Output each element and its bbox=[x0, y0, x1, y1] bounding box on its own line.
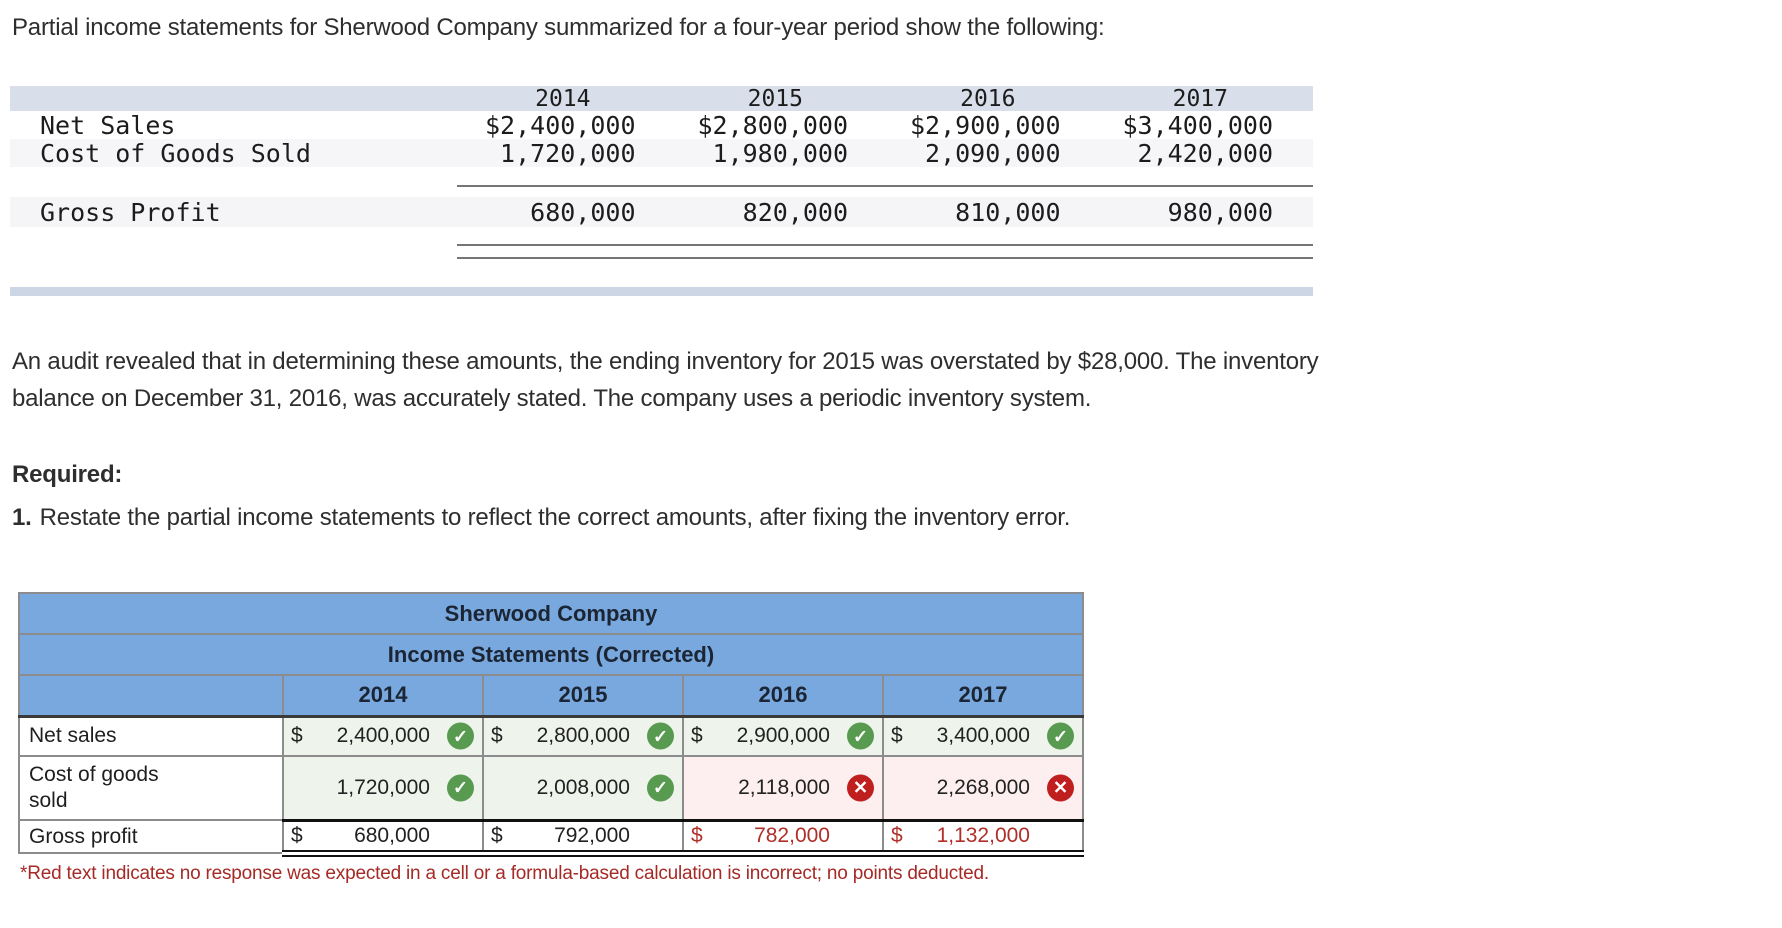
corrected-gross-profit-row: Gross profit $ 680,000 $ 792,000 $ 782,0… bbox=[18, 818, 1084, 857]
given-year-2016: 2016 bbox=[960, 86, 1016, 112]
cogs-2015-value: 2,008,000 bbox=[536, 775, 630, 799]
cross-icon: ✕ bbox=[1047, 774, 1074, 802]
given-cogs-label: Cost of Goods Sold bbox=[40, 139, 311, 168]
net-sales-2017-value: 3,400,000 bbox=[936, 724, 1030, 748]
given-gross-profit-row: Gross Profit 680,000 820,000 810,000 980… bbox=[10, 197, 1313, 227]
given-net-sales-2017: $3,400,000 bbox=[1122, 111, 1273, 140]
net-sales-2016-value: 2,900,000 bbox=[736, 724, 830, 748]
corrected-net-sales-row: Net sales $ 2,400,000 ✓ $ 2,800,000 ✓ $ … bbox=[18, 715, 1084, 757]
check-icon: ✓ bbox=[447, 774, 474, 802]
currency-symbol: $ bbox=[291, 823, 303, 847]
required-heading: Required: bbox=[12, 461, 123, 488]
gross-profit-2014-value: 680,000 bbox=[354, 823, 430, 847]
corrected-year-2017: 2017 bbox=[882, 674, 1084, 718]
given-year-2014: 2014 bbox=[535, 86, 591, 112]
check-icon: ✓ bbox=[1047, 722, 1074, 750]
corrected-cogs-label: Cost of goods sold bbox=[18, 755, 284, 821]
given-gross-profit-2016: 810,000 bbox=[955, 197, 1061, 227]
section-divider-bar bbox=[10, 287, 1313, 296]
given-cogs-row: Cost of Goods Sold 1,720,000 1,980,000 2… bbox=[10, 139, 1313, 168]
corrected-cogs-row: Cost of goods sold 1,720,000 ✓ 2,008,000… bbox=[18, 755, 1084, 821]
corrected-title-row: Sherwood Company bbox=[18, 592, 1084, 635]
corrected-statements-table: Sherwood Company Income Statements (Corr… bbox=[18, 592, 1084, 857]
check-icon: ✓ bbox=[847, 722, 874, 750]
given-cogs-2015: 1,980,000 bbox=[712, 139, 848, 168]
currency-symbol: $ bbox=[491, 724, 503, 748]
cogs-2016-cell[interactable]: 2,118,000 ✕ bbox=[682, 755, 884, 821]
requirement-1-number: 1. bbox=[12, 504, 32, 531]
grading-footnote: *Red text indicates no response was expe… bbox=[20, 862, 989, 884]
single-rule bbox=[457, 185, 1313, 187]
cogs-2017-value: 2,268,000 bbox=[936, 775, 1030, 799]
check-icon: ✓ bbox=[647, 774, 674, 802]
cogs-2015-cell[interactable]: 2,008,000 ✓ bbox=[482, 755, 684, 821]
given-gross-profit-label: Gross Profit bbox=[40, 197, 221, 227]
corrected-table-title: Sherwood Company bbox=[18, 592, 1084, 635]
gross-profit-2017-value: 1,132,000 bbox=[936, 823, 1030, 847]
given-gross-profit-2014: 680,000 bbox=[530, 197, 636, 227]
given-cogs-2014: 1,720,000 bbox=[500, 139, 636, 168]
net-sales-2014-value: 2,400,000 bbox=[336, 724, 430, 748]
gross-profit-2014-cell[interactable]: $ 680,000 bbox=[282, 818, 484, 857]
given-cogs-2016: 2,090,000 bbox=[925, 139, 1061, 168]
net-sales-2014-cell[interactable]: $ 2,400,000 ✓ bbox=[282, 715, 484, 757]
check-icon: ✓ bbox=[447, 722, 474, 750]
cogs-2017-cell[interactable]: 2,268,000 ✕ bbox=[882, 755, 1084, 821]
gross-profit-2016-value: 782,000 bbox=[754, 823, 830, 847]
intro-paragraph: Partial income statements for Sherwood C… bbox=[12, 14, 1105, 41]
gross-profit-2017-cell[interactable]: $ 1,132,000 bbox=[882, 818, 1084, 857]
corrected-subtitle-row: Income Statements (Corrected) bbox=[18, 633, 1084, 676]
corrected-year-header-row: 2014 2015 2016 2017 bbox=[18, 674, 1084, 718]
net-sales-2015-cell[interactable]: $ 2,800,000 ✓ bbox=[482, 715, 684, 757]
requirement-1-text: Restate the partial income statements to… bbox=[39, 504, 1071, 531]
net-sales-2016-cell[interactable]: $ 2,900,000 ✓ bbox=[682, 715, 884, 757]
cogs-2014-cell[interactable]: 1,720,000 ✓ bbox=[282, 755, 484, 821]
net-sales-2015-value: 2,800,000 bbox=[536, 724, 630, 748]
corrected-year-2016: 2016 bbox=[682, 674, 884, 718]
gross-profit-2015-value: 792,000 bbox=[554, 823, 630, 847]
cogs-2014-value: 1,720,000 bbox=[336, 775, 430, 799]
requirement-1: 1. Restate the partial income statements … bbox=[12, 499, 1782, 536]
corrected-gross-profit-label: Gross profit bbox=[18, 819, 284, 854]
given-net-sales-label: Net Sales bbox=[40, 111, 176, 140]
currency-symbol: $ bbox=[491, 823, 503, 847]
given-net-sales-2015: $2,800,000 bbox=[697, 111, 848, 140]
given-net-sales-2014: $2,400,000 bbox=[484, 111, 636, 140]
audit-paragraph: An audit revealed that in determining th… bbox=[12, 348, 1319, 412]
given-gross-profit-2017: 980,000 bbox=[1167, 197, 1273, 227]
given-table-header-row: 2014 2015 2016 2017 bbox=[10, 86, 1313, 112]
currency-symbol: $ bbox=[691, 823, 703, 847]
corrected-net-sales-label: Net sales bbox=[18, 715, 284, 757]
currency-symbol: $ bbox=[291, 724, 303, 748]
given-gross-profit-2015: 820,000 bbox=[742, 197, 848, 227]
corrected-header-spacer bbox=[18, 674, 284, 718]
given-year-2015: 2015 bbox=[747, 86, 803, 112]
given-net-sales-2016: $2,900,000 bbox=[909, 111, 1061, 140]
cross-icon: ✕ bbox=[847, 774, 874, 802]
given-income-statements-table: 2014 2015 2016 2017 Net Sales $2,400,000… bbox=[10, 86, 1313, 259]
currency-symbol: $ bbox=[691, 724, 703, 748]
gross-profit-2015-cell[interactable]: $ 792,000 bbox=[482, 818, 684, 857]
cogs-2016-value: 2,118,000 bbox=[738, 775, 830, 799]
corrected-year-2015: 2015 bbox=[482, 674, 684, 718]
net-sales-2017-cell[interactable]: $ 3,400,000 ✓ bbox=[882, 715, 1084, 757]
check-icon: ✓ bbox=[647, 722, 674, 750]
given-year-2017: 2017 bbox=[1172, 86, 1228, 112]
double-rule-top bbox=[457, 244, 1313, 246]
given-net-sales-row: Net Sales $2,400,000 $2,800,000 $2,900,0… bbox=[10, 111, 1313, 140]
corrected-year-2014: 2014 bbox=[282, 674, 484, 718]
double-rule-bottom bbox=[457, 257, 1313, 259]
given-cogs-2017: 2,420,000 bbox=[1137, 139, 1273, 168]
currency-symbol: $ bbox=[891, 724, 903, 748]
currency-symbol: $ bbox=[891, 823, 903, 847]
corrected-table-subtitle: Income Statements (Corrected) bbox=[18, 633, 1084, 676]
gross-profit-2016-cell[interactable]: $ 782,000 bbox=[682, 818, 884, 857]
